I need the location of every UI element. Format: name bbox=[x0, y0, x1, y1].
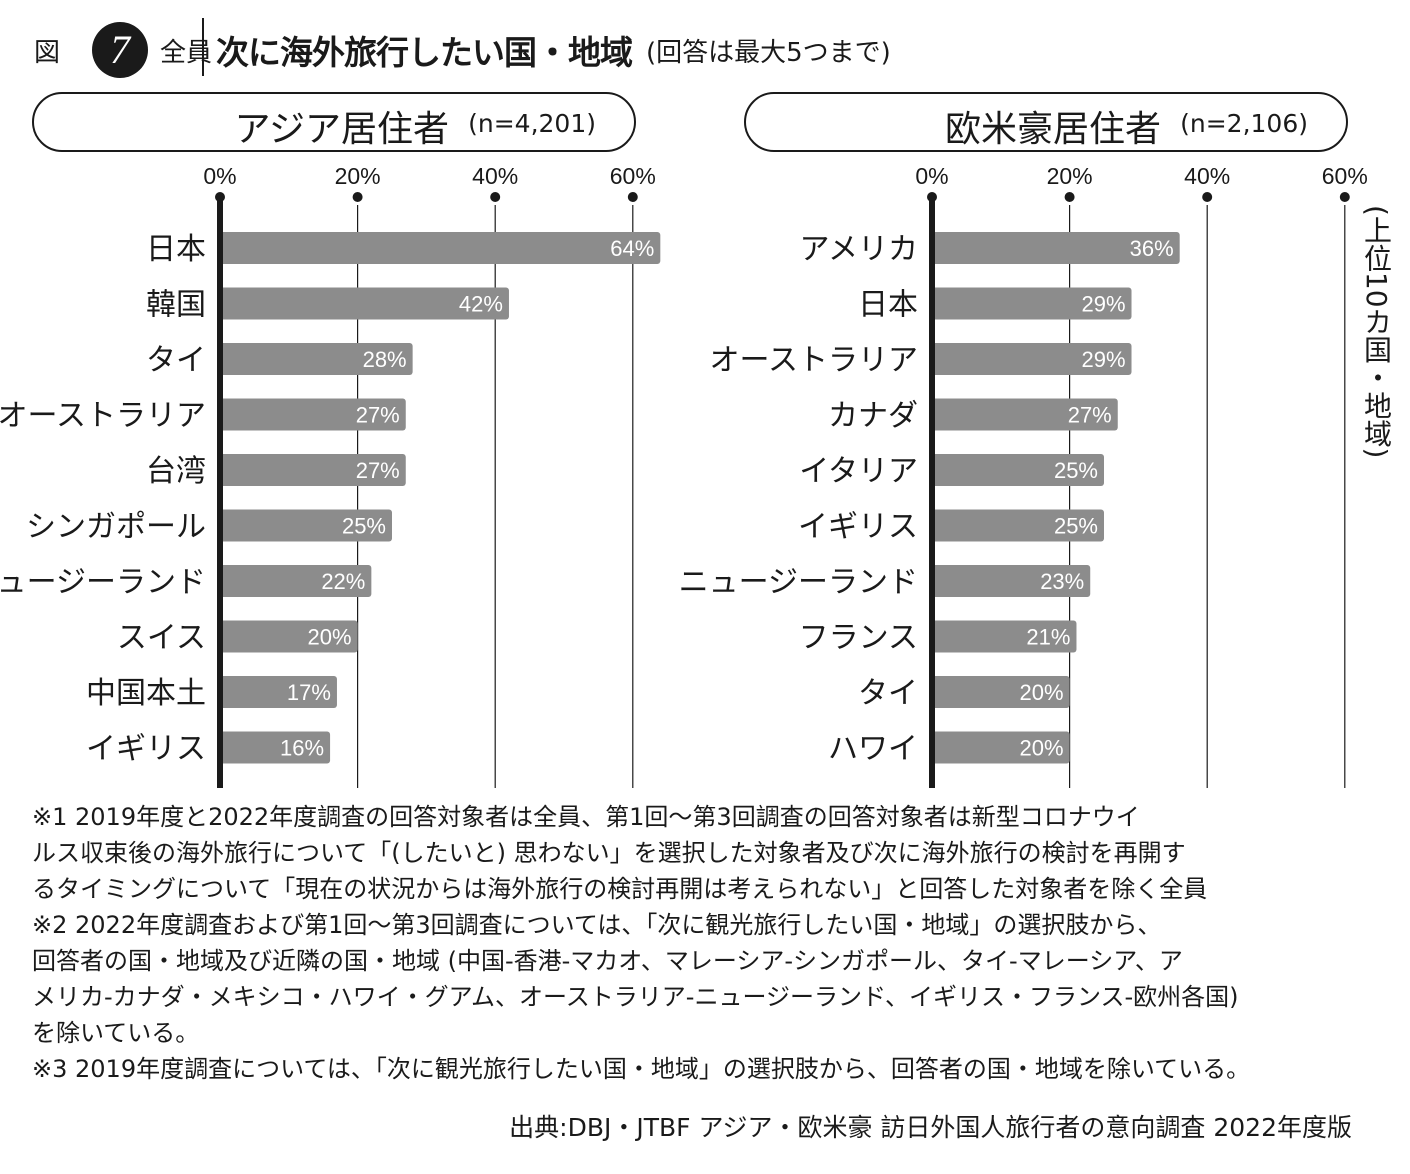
west-category-label: ハワイ bbox=[828, 732, 918, 767]
asia-bar bbox=[220, 232, 661, 264]
west-category-label: イギリス bbox=[798, 510, 918, 545]
asia-category-label: タイ bbox=[146, 343, 206, 378]
asia-value-label: 28% bbox=[363, 347, 407, 372]
asia-category-label: スイス bbox=[117, 621, 206, 656]
west-value-label: 29% bbox=[1081, 292, 1125, 317]
west-panel-title: 欧米豪居住者 (n=2,106) bbox=[744, 92, 1348, 152]
figure-number-badge: 7 bbox=[92, 22, 148, 78]
asia-bar bbox=[220, 731, 331, 764]
source-credit: 出典:DBJ・JTBF アジア・欧米豪 訪日外国人旅行者の意向調査 2022年度… bbox=[509, 1113, 1352, 1142]
asia-bar bbox=[220, 565, 372, 597]
west-tick-dot bbox=[1202, 192, 1213, 202]
footnote-line: ※1 2019年度と2022年度調査の回答対象者は全員、第1回〜第3回調査の回答… bbox=[32, 803, 1140, 831]
asia-category-label: 中国本土 bbox=[86, 676, 206, 711]
asia-value-label: 27% bbox=[356, 403, 400, 428]
asia-category-label: イギリス bbox=[86, 732, 206, 767]
west-category-label: イタリア bbox=[799, 454, 918, 489]
west-bar bbox=[932, 287, 1132, 320]
west-bar bbox=[932, 565, 1091, 597]
asia-bar bbox=[220, 620, 358, 653]
footnote-line: ※2 2022年度調査および第1回〜第3回調査については、「次に観光旅行したい国… bbox=[32, 911, 1162, 939]
west-tick-label: 20% bbox=[1047, 163, 1093, 189]
asia-category-label: オーストラリア bbox=[0, 399, 206, 434]
header-divider bbox=[202, 18, 204, 76]
asia-bar bbox=[220, 676, 337, 708]
west-category-label: 日本 bbox=[858, 288, 918, 323]
asia-category-label: ニュージーランド bbox=[0, 565, 206, 600]
asia-panel-title: アジア居住者 (n=4,201) bbox=[32, 92, 636, 152]
west-sample-size: (n=2,106) bbox=[1180, 109, 1308, 138]
west-value-label: 20% bbox=[1020, 736, 1064, 761]
footnote-line: を除いている。 bbox=[32, 1019, 200, 1047]
asia-tick-dot bbox=[490, 192, 501, 202]
asia-bar bbox=[220, 343, 413, 375]
asia-bar bbox=[220, 287, 509, 320]
asia-title: アジア居住者 bbox=[234, 109, 449, 150]
west-value-label: 25% bbox=[1054, 514, 1098, 539]
asia-category-label: 韓国 bbox=[146, 288, 206, 323]
footnote-line: 回答者の国・地域及び近隣の国・地域 (中国-香港-マカオ、マレーシア-シンガポー… bbox=[32, 947, 1183, 975]
west-category-label: フランス bbox=[799, 621, 918, 656]
asia-value-label: 20% bbox=[308, 625, 352, 650]
footnote-line: るタイミングについて「現在の状況からは海外旅行の検討再開は考えられない」と回答し… bbox=[32, 875, 1208, 903]
asia-bar bbox=[220, 398, 406, 431]
west-bar bbox=[932, 676, 1070, 708]
west-tick-label: 60% bbox=[1322, 163, 1368, 189]
west-bar bbox=[932, 232, 1180, 264]
west-title: 欧米豪居住者 bbox=[944, 109, 1161, 150]
west-category-label: ニュージーランド bbox=[679, 565, 918, 600]
west-value-label: 29% bbox=[1081, 347, 1125, 372]
asia-tick-label: 60% bbox=[610, 163, 656, 189]
asia-value-label: 27% bbox=[356, 458, 400, 483]
asia-value-label: 42% bbox=[459, 292, 503, 317]
asia-value-label: 17% bbox=[287, 680, 331, 705]
asia-tick-label: 20% bbox=[335, 163, 381, 189]
asia-category-label: 台湾 bbox=[146, 454, 206, 489]
west-bar bbox=[932, 731, 1070, 764]
west-value-label: 27% bbox=[1068, 403, 1112, 428]
west-category-label: アメリカ bbox=[800, 232, 919, 267]
west-bar bbox=[932, 509, 1104, 542]
west-value-label: 21% bbox=[1026, 625, 1070, 650]
west-value-label: 23% bbox=[1040, 569, 1084, 594]
west-tick-dot bbox=[1339, 192, 1350, 202]
asia-tick-dot bbox=[352, 192, 363, 202]
west-bar bbox=[932, 343, 1132, 375]
figure-title: 次に海外旅行したい国・地域 bbox=[216, 33, 633, 72]
asia-value-label: 16% bbox=[280, 736, 324, 761]
west-tick-label: 40% bbox=[1184, 163, 1230, 189]
figure-header: 図 7 全員 次に海外旅行したい国・地域 (回答は最大5つまで) bbox=[28, 18, 1398, 78]
west-bar bbox=[932, 620, 1077, 653]
asia-category-label: シンガポール bbox=[26, 510, 206, 545]
footnote-line: メリカ-カナダ・メキシコ・ハワイ・グアム、オーストラリア-ニュージーランド、イギ… bbox=[32, 983, 1239, 1011]
west-category-label: カナダ bbox=[828, 399, 918, 434]
footnotes: ※1 2019年度と2022年度調査の回答対象者は全員、第1回〜第3回調査の回答… bbox=[32, 799, 1392, 1087]
figure-label: 図 bbox=[34, 38, 61, 68]
figure-note: (回答は最大5つまで) bbox=[646, 38, 891, 68]
west-value-label: 25% bbox=[1054, 458, 1098, 483]
west-bar bbox=[932, 454, 1104, 486]
west-tick-label: 0% bbox=[915, 163, 948, 189]
asia-category-label: 日本 bbox=[146, 232, 206, 267]
asia-tick-dot bbox=[627, 192, 638, 202]
asia-bar bbox=[220, 454, 406, 486]
west-tick-dot bbox=[1064, 192, 1075, 202]
footnote-line: ※3 2019年度調査については、「次に観光旅行したい国・地域」の選択肢から、回… bbox=[32, 1055, 1251, 1083]
footnote-line: ルス収束後の海外旅行について「(したいと) 思わない」を選択した対象者及び次に海… bbox=[32, 839, 1186, 867]
west-bar bbox=[932, 398, 1118, 431]
asia-bar bbox=[220, 509, 392, 542]
asia-value-label: 25% bbox=[342, 514, 386, 539]
asia-value-label: 64% bbox=[610, 236, 654, 261]
west-value-label: 36% bbox=[1130, 236, 1174, 261]
top10-side-label: (上位10カ国・地域) bbox=[1360, 205, 1393, 459]
west-category-label: オーストラリア bbox=[710, 343, 919, 378]
asia-tick-label: 0% bbox=[203, 163, 236, 189]
asia-tick-label: 40% bbox=[472, 163, 518, 189]
west-category-label: タイ bbox=[858, 676, 918, 711]
asia-sample-size: (n=4,201) bbox=[468, 109, 596, 138]
west-value-label: 20% bbox=[1020, 680, 1064, 705]
asia-value-label: 22% bbox=[321, 569, 365, 594]
